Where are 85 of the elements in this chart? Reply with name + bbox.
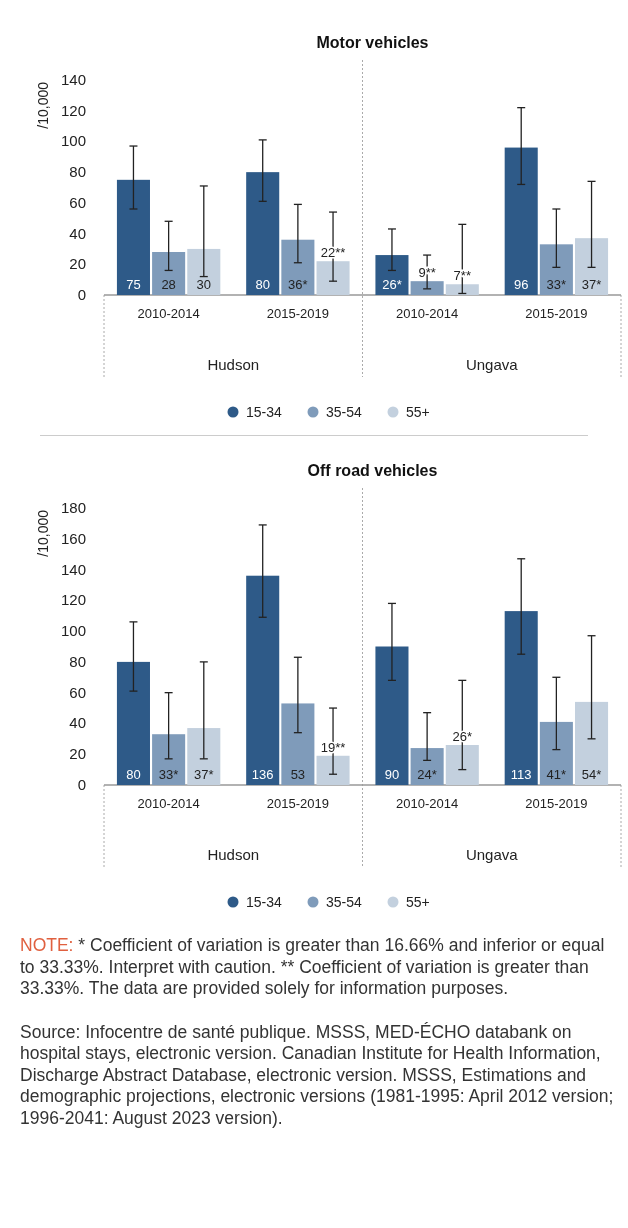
legend-label: 15-34	[246, 894, 283, 910]
y-tick-label: 40	[69, 224, 86, 242]
bar	[445, 744, 479, 785]
bar	[375, 646, 409, 785]
text: Hudson	[207, 846, 260, 863]
y-tick-label: 180	[60, 499, 86, 516]
legend-label: 15-34	[246, 404, 283, 420]
y-tick-label: 60	[69, 683, 86, 701]
x-tick-label: 2010-2014	[137, 796, 200, 811]
data-label: 33*	[546, 277, 567, 292]
chart-title: Off road vehicles	[307, 462, 438, 479]
bar	[246, 172, 280, 295]
data-label: 26*	[382, 277, 402, 292]
bar	[152, 734, 186, 785]
bar	[187, 248, 221, 295]
x-tick-label: 2010-2014	[396, 796, 459, 811]
source-note: Source: Infocentre de santé publique. MSSS, MED-ÉCHO databank on hospital stays, electronic version. Canadian Institute for Health Information, Discharge Abstract Database, electronic version. MSSS, Estimations and demographic projections, electronic versions (1981-1995: April 2012 version; 1996-2041: August 2023 version).	[20, 1021, 615, 1129]
x-tick-label: 2015-2019	[525, 306, 588, 321]
data-label: 75	[126, 277, 141, 292]
bar	[504, 147, 538, 295]
bar	[316, 755, 350, 785]
y-tick-label: 80	[69, 652, 86, 670]
bar	[539, 244, 573, 295]
bar	[116, 661, 150, 785]
x-tick-label: 2015-2019	[266, 306, 329, 321]
y-tick-label: 120	[60, 591, 86, 609]
x-tick-label: 2015-2019	[266, 796, 329, 811]
bar	[504, 611, 538, 785]
bar	[281, 703, 315, 785]
y-tick-label: 20	[69, 745, 86, 763]
legend-label: 55+	[406, 894, 430, 910]
y-tick-label: 40	[69, 714, 86, 732]
legend-label: 35-54	[326, 404, 363, 420]
y-tick-label: 160	[60, 529, 86, 547]
legend-label: 55+	[406, 404, 430, 420]
data-label: 53	[290, 767, 306, 782]
data-label: 36*	[288, 277, 308, 292]
y-tick-label: 100	[60, 622, 86, 640]
data-label: 113	[510, 767, 532, 782]
y-tick-label: 20	[69, 255, 86, 273]
bar	[116, 179, 150, 295]
bar	[187, 728, 221, 785]
bar	[410, 748, 444, 785]
y-axis-title: /10,000	[35, 81, 51, 129]
y-tick-label: 120	[60, 101, 86, 119]
y-tick-label: 100	[60, 132, 86, 150]
y-tick-label: 140	[60, 560, 86, 578]
bar	[246, 575, 280, 785]
text: Ungava	[465, 846, 519, 863]
bar	[445, 284, 479, 295]
data-label: 30	[196, 277, 212, 292]
data-label: 90	[384, 767, 400, 782]
y-tick-label: 140	[60, 71, 86, 88]
legend-label: 35-54	[326, 894, 363, 910]
data-label: 80	[126, 767, 141, 782]
x-tick-label: 2010-2014	[137, 306, 200, 321]
data-label: 41*	[546, 767, 567, 782]
text: NOTE: * Coefficient of variation is greater than 16.66% and inferior or equal to 33.33%. Interpret with caution. ** Coefficient of variation is greater than 33.33%. The data are provided solely for information purposes.	[20, 935, 606, 1000]
data-label: 136	[251, 767, 274, 782]
text: Hudson	[207, 356, 260, 373]
bar	[575, 701, 609, 785]
chart-title: Motor vehicles	[316, 34, 429, 51]
y-tick-label: 80	[69, 163, 86, 181]
data-label: 33*	[158, 767, 179, 782]
y-tick-label: 0	[77, 286, 86, 303]
text: Ungava	[465, 356, 519, 373]
data-label: 37*	[194, 767, 214, 782]
bar	[575, 238, 609, 295]
bar	[281, 239, 315, 295]
bar	[316, 261, 350, 295]
x-tick-label: 2015-2019	[525, 796, 588, 811]
data-label: 24*	[417, 767, 437, 782]
x-tick-label: 2010-2014	[396, 306, 459, 321]
y-axis-title: /10,000	[35, 509, 51, 557]
data-label: 80	[255, 277, 270, 292]
y-tick-label: 0	[77, 776, 86, 793]
bar	[539, 721, 573, 785]
data-label: 96	[513, 277, 529, 292]
bar	[152, 252, 186, 295]
y-tick-label: 60	[69, 193, 86, 211]
data-label: 28	[161, 277, 176, 292]
bar	[375, 255, 409, 295]
data-label: 37*	[581, 277, 602, 292]
bar	[410, 281, 444, 295]
data-label: 54*	[581, 767, 602, 782]
